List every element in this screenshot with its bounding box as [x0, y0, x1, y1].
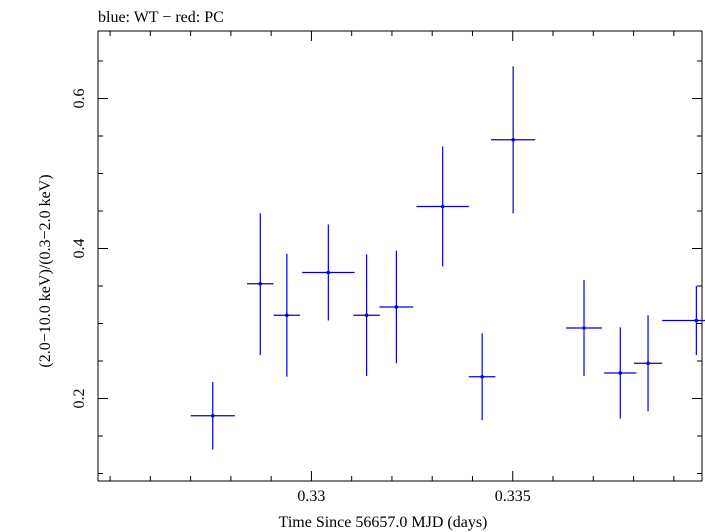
- chart-title: blue: WT − red: PC: [98, 9, 224, 26]
- data-marker: [258, 281, 263, 286]
- data-marker: [511, 137, 515, 142]
- data-marker: [646, 361, 650, 366]
- data-point: [353, 254, 380, 376]
- data-marker: [210, 413, 215, 418]
- axis-ticks: [98, 31, 702, 481]
- data-marker: [618, 371, 623, 375]
- data-series: [190, 66, 705, 450]
- data-point: [604, 327, 637, 419]
- x-axis-label: Time Since 56657.0 MJD (days): [279, 514, 488, 531]
- data-point: [633, 315, 663, 412]
- data-point: [379, 250, 414, 364]
- data-marker: [694, 318, 699, 323]
- data-point: [491, 66, 536, 214]
- x-tick-label: 0.33: [297, 488, 325, 505]
- data-point: [662, 286, 705, 355]
- data-point: [416, 146, 469, 267]
- data-point: [246, 213, 274, 355]
- data-marker: [582, 326, 586, 330]
- x-tick-label: 0.335: [495, 488, 531, 505]
- data-marker: [364, 313, 369, 318]
- data-point: [468, 333, 496, 421]
- y-tick-label: 0.4: [71, 239, 88, 259]
- data-marker: [440, 204, 445, 209]
- y-tick-label: 0.2: [71, 389, 88, 409]
- y-axis-label: (2.0−10.0 keV)/(0.3−2.0 keV): [37, 174, 54, 367]
- data-point: [565, 280, 603, 376]
- data-marker: [394, 305, 399, 309]
- data-point: [190, 382, 235, 450]
- data-marker: [285, 313, 289, 318]
- plot-frame: [97, 30, 703, 482]
- data-point: [273, 253, 301, 377]
- data-point: [302, 224, 355, 321]
- data-marker: [480, 374, 484, 379]
- y-tick-label: 0.6: [71, 89, 88, 109]
- axis-tick-labels: 0.33 0.335 0.2 0.4 0.6: [71, 89, 531, 506]
- data-marker: [326, 270, 331, 275]
